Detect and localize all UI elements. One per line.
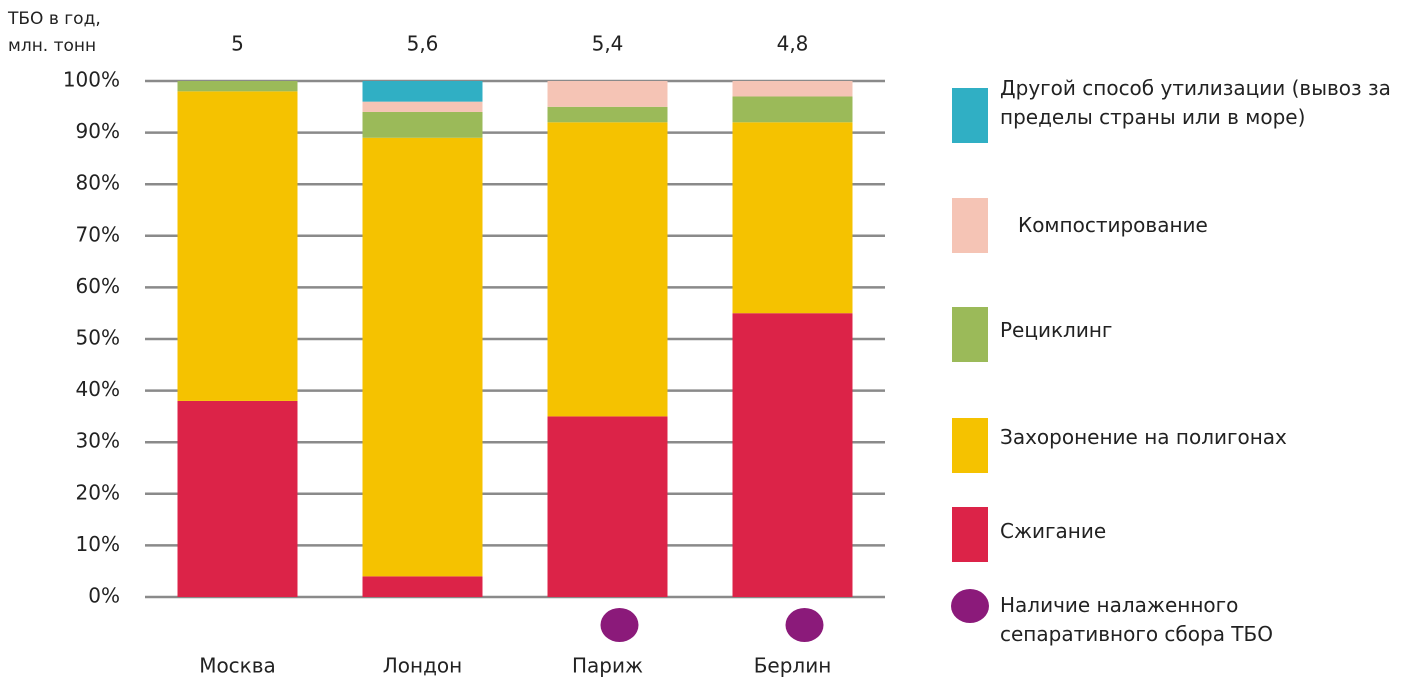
y-tick-label: 10% — [76, 532, 120, 556]
legend-swatch — [952, 198, 988, 253]
legend-label: Компостирование — [1018, 213, 1208, 237]
legend-label: Захоронение на полигонах — [1000, 425, 1287, 449]
x-tick-label: Берлин — [754, 654, 832, 678]
total-label: 5 — [231, 32, 244, 56]
legend-label: Сжигание — [1000, 519, 1107, 543]
y-tick-label: 70% — [76, 222, 120, 246]
legend-swatch — [952, 88, 988, 143]
bar-segment — [362, 101, 483, 112]
total-label: 5,4 — [592, 32, 624, 56]
y-tick-label: 90% — [76, 119, 120, 143]
y-tick-label: 50% — [76, 326, 120, 350]
bar-segment — [547, 122, 668, 417]
y-tick-label: 40% — [76, 377, 120, 401]
y-tick-label: 80% — [76, 171, 120, 195]
separate-collection-marker — [600, 608, 639, 642]
legend-swatch — [952, 307, 988, 362]
bar-segment — [362, 576, 483, 597]
y-tick-label: 100% — [63, 68, 120, 92]
y-tick-label: 60% — [76, 274, 120, 298]
bar-segment — [732, 122, 853, 314]
separate-collection-marker — [785, 608, 824, 642]
y-tick-label: 30% — [76, 429, 120, 453]
total-label: 4,8 — [777, 32, 809, 56]
y-tick-label: 0% — [88, 584, 120, 608]
bar-segment — [547, 416, 668, 597]
bar-segment — [732, 81, 853, 97]
bar-segment — [547, 106, 668, 123]
axis-label: ТБО в год, млн. тонн — [8, 9, 101, 56]
bar-segment — [362, 81, 483, 102]
bar-segment — [547, 81, 668, 107]
legend-label: Наличие налаженного сепаративного сбора … — [1000, 593, 1273, 646]
legend-label: Рециклинг — [1000, 318, 1113, 342]
legend-marker — [951, 589, 989, 623]
x-tick-label: Лондон — [383, 654, 463, 678]
bar-segment — [362, 111, 483, 138]
x-tick-label: Париж — [572, 654, 643, 678]
bar-segment — [732, 96, 853, 123]
x-tick-label: Москва — [199, 654, 276, 678]
bar-segment — [177, 91, 298, 401]
bar-segment — [177, 400, 298, 597]
bar-segment — [362, 137, 483, 577]
bar-segment — [177, 81, 298, 92]
total-label: 5,6 — [407, 32, 439, 56]
legend-swatch — [952, 507, 988, 562]
legend-swatch — [952, 418, 988, 473]
y-tick-label: 20% — [76, 480, 120, 504]
bar-segment — [732, 313, 853, 597]
legend-label: Другой способ утилизации (вывоз за преде… — [1000, 76, 1391, 129]
